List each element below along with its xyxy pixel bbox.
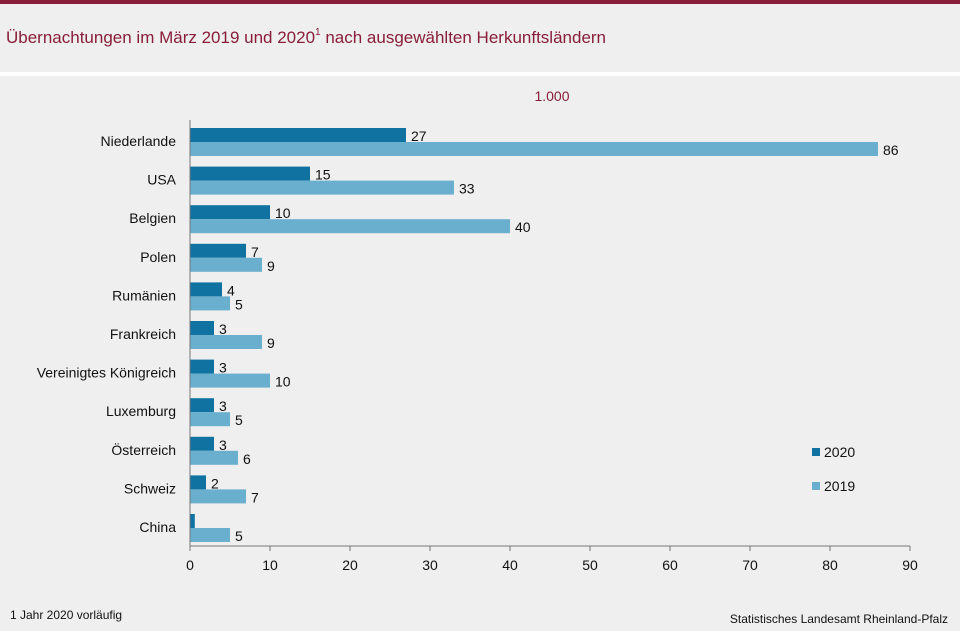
category-label: China bbox=[139, 519, 176, 535]
x-tick-label: 0 bbox=[186, 557, 194, 573]
data-label-2020: 15 bbox=[315, 167, 331, 183]
category-label: Österreich bbox=[111, 441, 176, 458]
data-label-2020: 3 bbox=[219, 360, 227, 376]
bar-2020 bbox=[190, 514, 195, 528]
top-accent-bar bbox=[0, 0, 960, 4]
data-label-2020: 4 bbox=[227, 282, 235, 298]
bar-2019 bbox=[190, 142, 878, 156]
category-label: Luxemburg bbox=[106, 403, 176, 419]
data-label-2019: 40 bbox=[515, 219, 531, 235]
bar-2020 bbox=[190, 166, 310, 181]
data-label-2019: 7 bbox=[251, 489, 259, 505]
data-label-2019: 10 bbox=[275, 374, 291, 390]
bar-2019 bbox=[190, 257, 262, 272]
bar-2020 bbox=[190, 205, 270, 220]
x-tick-label: 10 bbox=[262, 557, 278, 573]
data-label-2019: 5 bbox=[235, 296, 243, 312]
category-label: USA bbox=[147, 172, 176, 188]
data-label-2020: 3 bbox=[219, 321, 227, 337]
bar-2019 bbox=[190, 528, 230, 542]
legend-swatch-2020 bbox=[812, 448, 820, 456]
title-rest: nach ausgewählten Herkunftsländern bbox=[320, 28, 607, 47]
bar-2020 bbox=[190, 436, 214, 451]
data-label-2019: 33 bbox=[459, 181, 475, 197]
x-tick-label: 60 bbox=[662, 557, 678, 573]
title-separator bbox=[0, 72, 960, 76]
x-tick-label: 90 bbox=[902, 557, 918, 573]
title-footnote-mark: 1 bbox=[315, 27, 321, 38]
category-label: Niederlande bbox=[101, 133, 177, 149]
unit-label: 1.000 bbox=[534, 88, 570, 104]
category-label: Schweiz bbox=[124, 480, 176, 496]
bar-2019 bbox=[190, 489, 246, 504]
legend-label-2020: 2020 bbox=[824, 444, 855, 460]
data-label-2019: 5 bbox=[235, 412, 243, 428]
x-tick-label: 30 bbox=[422, 557, 438, 573]
bar-2020 bbox=[190, 321, 214, 335]
bar-2020 bbox=[190, 359, 214, 374]
data-label-2019: 5 bbox=[235, 528, 243, 544]
legend-swatch-2019 bbox=[812, 482, 820, 490]
bar-2020 bbox=[190, 128, 406, 142]
bar-2019 bbox=[190, 450, 238, 465]
bar-2019 bbox=[190, 373, 270, 388]
category-label: Frankreich bbox=[110, 326, 176, 342]
category-label: Polen bbox=[140, 249, 176, 265]
x-tick-label: 20 bbox=[342, 557, 358, 573]
bar-2019 bbox=[190, 335, 262, 349]
chart-title: Übernachtungen im März 2019 und 20201 na… bbox=[6, 27, 607, 48]
category-label: Rumänien bbox=[112, 287, 176, 303]
data-label-2019: 9 bbox=[267, 258, 275, 274]
x-tick-label: 50 bbox=[582, 557, 598, 573]
data-label-2020: 2 bbox=[211, 475, 219, 491]
data-label-2019: 9 bbox=[267, 335, 275, 351]
bar-2020 bbox=[190, 243, 246, 258]
category-label: Belgien bbox=[129, 210, 176, 226]
source-credit: Statistisches Landesamt Rheinland-Pfalz bbox=[729, 612, 948, 626]
bar-2019 bbox=[190, 219, 510, 234]
bar-2019 bbox=[190, 412, 230, 427]
data-label-2019: 86 bbox=[883, 142, 899, 158]
bar-2020 bbox=[190, 475, 206, 490]
data-label-2020: 7 bbox=[251, 244, 259, 260]
title-main: Übernachtungen im März 2019 und 2020 bbox=[6, 28, 316, 47]
legend-label-2019: 2019 bbox=[824, 478, 855, 494]
x-tick-label: 40 bbox=[502, 557, 518, 573]
x-tick-label: 80 bbox=[822, 557, 838, 573]
footnote: 1 Jahr 2020 vorläufig bbox=[10, 608, 123, 622]
category-label: Vereinigtes Königreich bbox=[37, 365, 176, 381]
data-label-2020: 3 bbox=[219, 437, 227, 453]
bar-2020 bbox=[190, 282, 222, 297]
data-label-2019: 6 bbox=[243, 451, 251, 467]
data-label-2020: 10 bbox=[275, 205, 291, 221]
bar-2019 bbox=[190, 296, 230, 311]
data-label-2020: 3 bbox=[219, 398, 227, 414]
bar-2019 bbox=[190, 180, 454, 195]
data-label-2020: 27 bbox=[411, 128, 427, 144]
x-tick-label: 70 bbox=[742, 557, 758, 573]
bar-2020 bbox=[190, 398, 214, 413]
